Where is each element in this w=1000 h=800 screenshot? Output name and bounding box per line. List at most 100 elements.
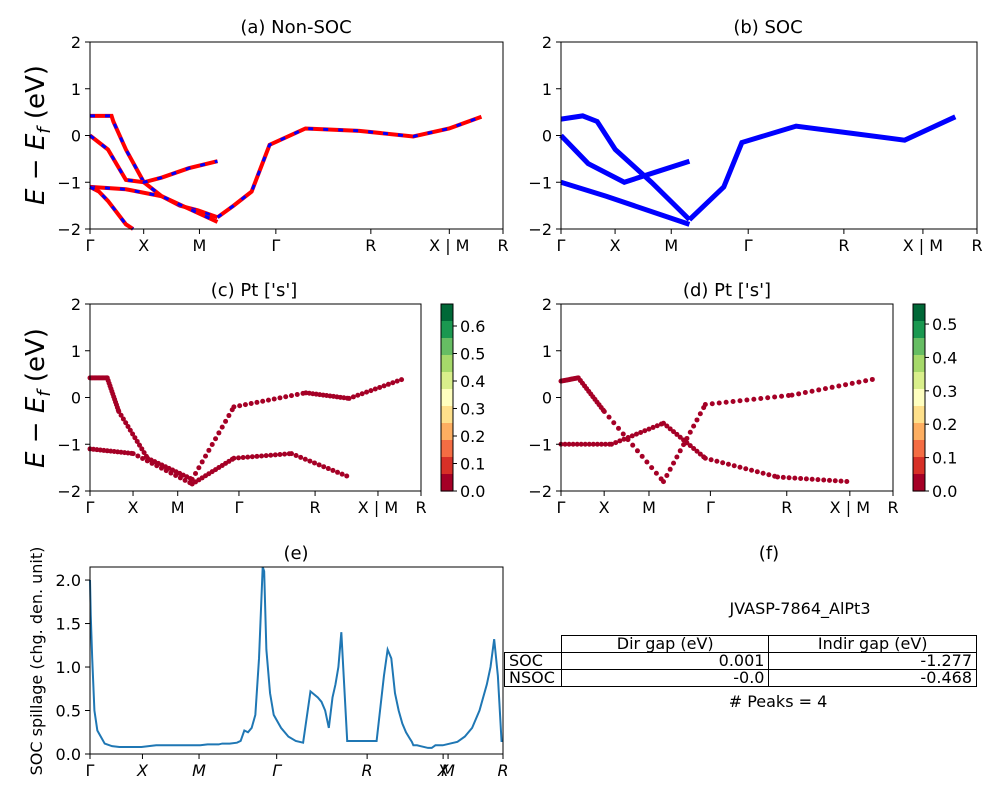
band-point	[359, 391, 365, 397]
gap-table-cell-indir: -0.468	[768, 669, 977, 687]
band-point	[786, 475, 792, 481]
band-point	[355, 392, 361, 398]
gap-table-cell-indir: -1.277	[768, 652, 977, 670]
band-point	[691, 423, 697, 429]
band-point	[681, 437, 687, 443]
band-point	[617, 438, 623, 444]
band-point	[199, 459, 205, 465]
band-point	[822, 386, 828, 392]
band-point	[702, 455, 708, 461]
band-point	[708, 457, 714, 463]
x-tick-label: Γ	[234, 498, 243, 517]
x-tick-label: X | M	[358, 498, 398, 517]
colorbar-tick-label: 0.5	[932, 315, 957, 334]
band-point	[836, 383, 842, 389]
band-point	[368, 388, 374, 394]
band-point	[226, 413, 232, 419]
y-tick-label: −1	[528, 173, 552, 192]
band-point	[653, 470, 659, 476]
x-tick-label: R	[365, 236, 376, 255]
panel-b-plot	[559, 113, 957, 227]
panel-b-axes: 2 1 0 −1 −2 Γ X M Γ R X | M R	[528, 33, 982, 255]
band-point	[606, 414, 612, 420]
band-point	[268, 452, 274, 458]
band-line-soc	[89, 185, 219, 224]
band-point	[231, 404, 237, 410]
y-tick-label: 2	[542, 33, 552, 52]
band-point	[399, 377, 405, 383]
band-point	[293, 452, 299, 458]
band-point	[130, 431, 136, 437]
band-point	[714, 458, 720, 464]
panel-c-colorbar: 0.0 0.1 0.2 0.3 0.4 0.5 0.6	[440, 303, 485, 501]
band-point	[271, 396, 277, 402]
band-point	[625, 435, 631, 441]
band-point	[231, 455, 237, 461]
panel-e-frame	[89, 566, 504, 755]
band-point	[802, 390, 808, 396]
band-point	[259, 453, 265, 459]
band-point	[716, 400, 722, 406]
band-point	[265, 397, 271, 403]
band-point	[594, 441, 600, 447]
gap-table-header-dir: Dir gap (eV)	[560, 635, 770, 653]
band-point	[826, 477, 832, 483]
band-point	[141, 450, 147, 456]
band-point	[219, 424, 225, 430]
band-point	[613, 440, 619, 446]
band-point	[694, 448, 700, 454]
band-point	[203, 453, 209, 459]
colorbar-tick-label: 0.0	[460, 482, 485, 501]
band-point	[809, 388, 815, 394]
band-point	[765, 395, 771, 401]
band-point	[687, 429, 693, 435]
band-point	[245, 454, 251, 460]
band-point	[316, 462, 322, 468]
band-point	[570, 441, 576, 447]
panel-a-title: (a) Non-SOC	[240, 17, 351, 38]
x-tick-label: Γ	[557, 498, 566, 517]
band-point	[843, 382, 849, 388]
y-tick-label: −2	[528, 482, 552, 501]
band-point	[664, 472, 670, 478]
y-tick-label: 1	[71, 80, 81, 99]
band-point	[602, 441, 608, 447]
panel-d-axes: 2 1 0 −1 −2 Γ X M Γ R X | M R	[528, 295, 898, 517]
band-point	[856, 379, 862, 385]
x-tick-label: R	[415, 498, 426, 517]
band-point	[344, 473, 350, 479]
band-point	[237, 403, 243, 409]
band-point	[644, 459, 650, 465]
band-point	[751, 396, 757, 402]
band-point	[242, 402, 248, 408]
y-tick-label: 0	[542, 127, 552, 146]
panel-e-axes: 2.01.51.00.50.0Γ X M Γ R XM R	[56, 571, 509, 780]
x-tick-label: R	[838, 236, 849, 255]
gap-table-row-label: SOC	[504, 652, 562, 670]
band-point	[394, 378, 400, 384]
panel-b-title: (b) SOC	[733, 17, 802, 38]
row2-ylabel: E − Ef (eV)	[21, 328, 55, 468]
band-point	[687, 443, 693, 449]
band-point	[869, 376, 875, 382]
colorbar-segment	[913, 389, 925, 407]
band-point	[737, 464, 743, 470]
panel-d-colorbar: 0.0 0.1 0.2 0.3 0.4 0.5	[912, 303, 957, 501]
colorbar-segment	[441, 372, 453, 390]
band-point	[566, 441, 572, 447]
band-point	[671, 429, 677, 435]
x-tick-label: X | M	[429, 236, 469, 255]
band-point	[154, 463, 160, 469]
band-point	[779, 393, 785, 399]
colorbar-tick-label: 0.0	[932, 482, 957, 501]
band-point	[282, 451, 288, 457]
band-point	[307, 458, 313, 464]
band-point	[116, 409, 122, 415]
band-point	[381, 383, 387, 389]
colorbar-segment	[441, 338, 453, 356]
gap-table-cell-dir: 0.001	[560, 652, 770, 670]
panel-d-title: (d) Pt ['s']	[683, 280, 771, 301]
band-point	[621, 436, 627, 442]
x-tick-label: Γ	[86, 498, 95, 517]
colorbar-segment	[441, 457, 453, 475]
